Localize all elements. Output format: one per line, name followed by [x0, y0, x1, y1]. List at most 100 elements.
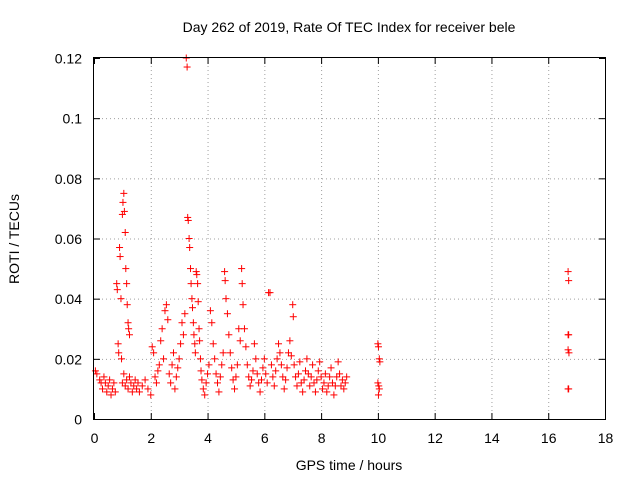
data-point	[184, 213, 192, 221]
data-point	[279, 373, 287, 381]
data-point	[223, 310, 231, 318]
data-point	[116, 253, 124, 261]
data-point	[158, 325, 166, 333]
data-point	[276, 349, 284, 357]
data-point	[204, 370, 212, 378]
data-point	[110, 379, 118, 387]
data-point	[183, 63, 191, 71]
data-point	[169, 349, 177, 357]
data-point	[289, 301, 297, 309]
data-point	[117, 295, 125, 303]
data-point	[226, 349, 234, 357]
data-point	[130, 382, 138, 390]
data-point	[233, 361, 241, 369]
data-point	[240, 325, 248, 333]
data-point	[284, 349, 292, 357]
data-point	[218, 361, 226, 369]
data-point	[164, 316, 172, 324]
data-point	[215, 388, 223, 396]
data-point	[326, 373, 334, 381]
data-point	[321, 370, 329, 378]
data-point	[253, 370, 261, 378]
data-point	[252, 355, 260, 363]
data-point	[246, 382, 254, 390]
data-point	[564, 346, 572, 354]
data-point	[113, 286, 121, 294]
data-point	[100, 373, 108, 381]
data-point	[150, 349, 158, 357]
data-point	[103, 388, 111, 396]
data-point	[269, 373, 277, 381]
data-point	[290, 361, 298, 369]
data-point	[229, 376, 237, 384]
data-point	[91, 367, 99, 375]
data-point	[211, 355, 219, 363]
data-point	[208, 319, 216, 327]
data-point	[168, 361, 176, 369]
data-point	[202, 379, 210, 387]
data-point	[124, 319, 132, 327]
x-tick-labels: 0 2 4 6 8 10 12 14 16 18	[91, 430, 614, 446]
data-point	[236, 337, 244, 345]
data-point	[120, 207, 128, 215]
data-point	[336, 370, 344, 378]
x-tick-label: 2	[147, 430, 155, 446]
data-points	[91, 54, 573, 399]
data-point	[160, 355, 168, 363]
data-point	[181, 310, 189, 318]
data-point	[186, 244, 194, 252]
data-point	[249, 367, 257, 375]
data-point	[147, 391, 155, 399]
data-point	[154, 367, 162, 375]
data-point	[374, 343, 382, 351]
data-point	[133, 385, 141, 393]
data-point	[195, 325, 203, 333]
data-point	[565, 349, 573, 357]
y-tick-label: 0.12	[55, 51, 82, 67]
data-point	[297, 379, 305, 387]
data-point	[99, 385, 107, 393]
data-point	[191, 340, 199, 348]
data-point	[189, 319, 197, 327]
y-tick-label: 0.08	[55, 171, 82, 187]
data-point	[96, 376, 104, 384]
data-point	[282, 376, 290, 384]
data-point	[172, 373, 180, 381]
data-point	[221, 268, 229, 276]
data-point	[206, 307, 214, 315]
data-point	[248, 376, 256, 384]
data-point	[225, 331, 233, 339]
data-point	[199, 385, 207, 393]
y-axis-label: ROTI / TECUs	[6, 194, 22, 284]
data-point	[277, 361, 285, 369]
data-point	[262, 370, 270, 378]
data-point	[201, 391, 209, 399]
data-point	[152, 379, 160, 387]
data-point	[212, 370, 220, 378]
x-tick-label: 6	[261, 430, 269, 446]
data-point	[196, 355, 204, 363]
data-point	[238, 265, 246, 273]
data-point	[296, 358, 304, 366]
data-point	[120, 189, 128, 197]
data-point	[289, 313, 297, 321]
data-point	[134, 379, 142, 387]
y-tick-labels: 0 0.02 0.04 0.06 0.08 0.1 0.12	[55, 51, 82, 428]
data-point	[327, 364, 335, 372]
data-point	[228, 364, 236, 372]
data-point	[190, 331, 198, 339]
data-point	[124, 385, 132, 393]
data-point	[292, 373, 300, 381]
data-point	[189, 304, 197, 312]
data-point	[287, 352, 295, 360]
data-point	[118, 379, 126, 387]
x-tick-label: 12	[427, 430, 443, 446]
data-point	[243, 361, 251, 369]
data-point	[301, 367, 309, 375]
data-point	[565, 331, 573, 339]
data-point	[123, 376, 131, 384]
data-point	[221, 277, 229, 285]
data-point	[323, 388, 331, 396]
data-point	[232, 373, 240, 381]
